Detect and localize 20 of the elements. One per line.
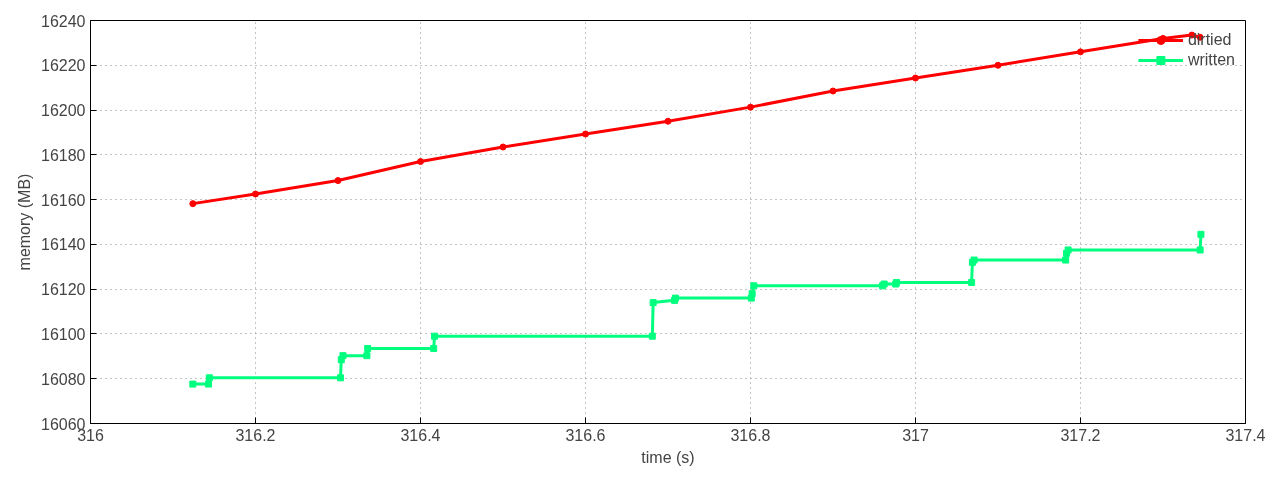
y-tick-label: 16120 <box>41 281 86 299</box>
x-tick-label: 316.4 <box>400 426 441 444</box>
x-tick-label: 316.2 <box>235 426 276 444</box>
y-tick-label: 16200 <box>41 102 86 120</box>
y-tick-label: 16140 <box>41 236 86 254</box>
legend-label: dirtied <box>1187 31 1232 49</box>
y-tick-label: 16160 <box>41 191 86 209</box>
x-tick-label: 316.6 <box>565 426 606 444</box>
y-axis-title: memory (MB) <box>16 173 34 271</box>
x-tick-label: 317.4 <box>1225 426 1266 444</box>
legend-label: written <box>1187 51 1235 69</box>
y-tick-label: 16220 <box>41 57 86 75</box>
x-tick-label: 317.2 <box>1060 426 1101 444</box>
x-tick-label: 316.8 <box>730 426 771 444</box>
x-axis-title: time (s) <box>641 448 695 466</box>
y-tick-label: 16080 <box>41 370 86 388</box>
x-tick-label: 317 <box>902 426 929 444</box>
y-tick-label: 16180 <box>41 146 86 164</box>
y-tick-label: 16100 <box>41 325 86 343</box>
y-tick-label: 16240 <box>41 12 86 30</box>
